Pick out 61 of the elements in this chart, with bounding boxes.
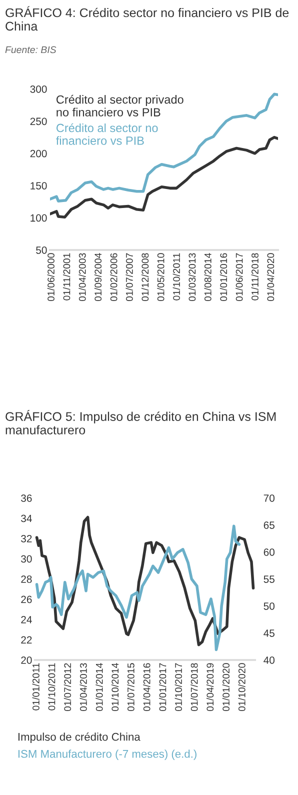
y-tick-label: 34 (21, 514, 32, 522)
line-series (50, 92, 278, 202)
y-tick-label: 200 (30, 150, 47, 158)
x-tick-label: 01/01/2014 (96, 663, 103, 712)
y-tick-label: 20 (21, 656, 32, 664)
y-tick-label: 50 (36, 246, 47, 254)
x-tick-label: 01/07/2018 (190, 663, 198, 712)
x-tick-label: 01/01/2016 (220, 253, 228, 302)
x-tick-label: 01/10/2017 (174, 663, 182, 712)
text: Impulso de crédito China (18, 732, 140, 743)
x-tick-label: 01/10/2011 (48, 663, 56, 710)
x-tick-label: 01/08/2014 (204, 253, 212, 302)
x-tick-label: 01/07/2015 (127, 663, 134, 712)
x-tick-label: 01/06/2017 (236, 253, 243, 302)
y-tick-label: 100 (30, 214, 47, 222)
x-tick-label: 01/10/2014 (111, 663, 119, 712)
x-tick-label: 01/12/2008 (141, 253, 149, 302)
x-tick-label: 01/04/2020 (266, 253, 274, 302)
x-tick-label: 01/04/2003 (78, 253, 86, 302)
x-tick-label: 01/01/2020 (222, 663, 230, 712)
x-tick-label: 01/01/2011 (32, 663, 40, 710)
line-series (50, 136, 278, 219)
x-tick-label: 01/09/2004 (94, 253, 102, 302)
x-tick-label: 01/06/2000 (47, 253, 54, 302)
y-tick-label: 30 (21, 555, 32, 563)
text: ISM Manufacturero (-7 meses) (e.d.) (18, 750, 196, 760)
y-tick-label: 24 (21, 616, 32, 624)
x-tick-label: 01/11/2001 (63, 253, 70, 300)
y-tick-label: 300 (30, 86, 47, 93)
line-series (35, 524, 241, 652)
y2-tick-label: 45 (264, 630, 274, 637)
x-tick-label: 01/07/2012 (64, 663, 72, 712)
y-tick-label: 26 (21, 596, 32, 604)
y2-tick-label: 60 (264, 548, 275, 556)
x-tick-label: 01/04/2016 (143, 663, 150, 712)
x-tick-label: 01/11/2018 (251, 253, 258, 300)
text: Crédito al sector privado no financiero vs PIB (56, 94, 184, 116)
y-tick-label: 22 (21, 636, 32, 644)
y-tick-label: 150 (30, 182, 47, 190)
series-label: Crédito al sector no financiero vs PIB (56, 123, 158, 145)
y-tick-label: 32 (21, 535, 32, 542)
y2-tick-label: 55 (264, 576, 274, 583)
x-tick-label: 01/04/2019 (206, 663, 214, 712)
y2-tick-label: 70 (264, 494, 275, 502)
x-tick-label: 01/10/2011 (172, 253, 180, 300)
chart-subtitle: Fuente: BIS (5, 46, 56, 54)
y-tick-label: 36 (21, 494, 32, 502)
x-tick-label: 01/10/2020 (238, 663, 246, 712)
x-tick-label: 01/07/2007 (126, 253, 133, 302)
x-tick-label: 01/05/2010 (157, 253, 164, 302)
y2-tick-label: 65 (264, 522, 274, 529)
y2-tick-label: 40 (264, 656, 275, 664)
y-tick-label: 250 (30, 118, 47, 126)
x-tick-label: 01/04/2013 (80, 663, 87, 712)
x-tick-label: 01/01/2017 (159, 663, 166, 712)
chart-title: GRÁFICO 4: Crédito sector no financiero vs PIB de China (6, 6, 289, 31)
y2-tick-label: 50 (264, 602, 275, 610)
x-tick-label: 01/02/2006 (110, 253, 118, 302)
x-tick-label: 01/03/2013 (188, 253, 196, 302)
y-tick-label: 28 (21, 576, 32, 583)
chart-title: GRÁFICO 5: Impulso de crédito en China vs ISM manufacturero (6, 410, 276, 434)
